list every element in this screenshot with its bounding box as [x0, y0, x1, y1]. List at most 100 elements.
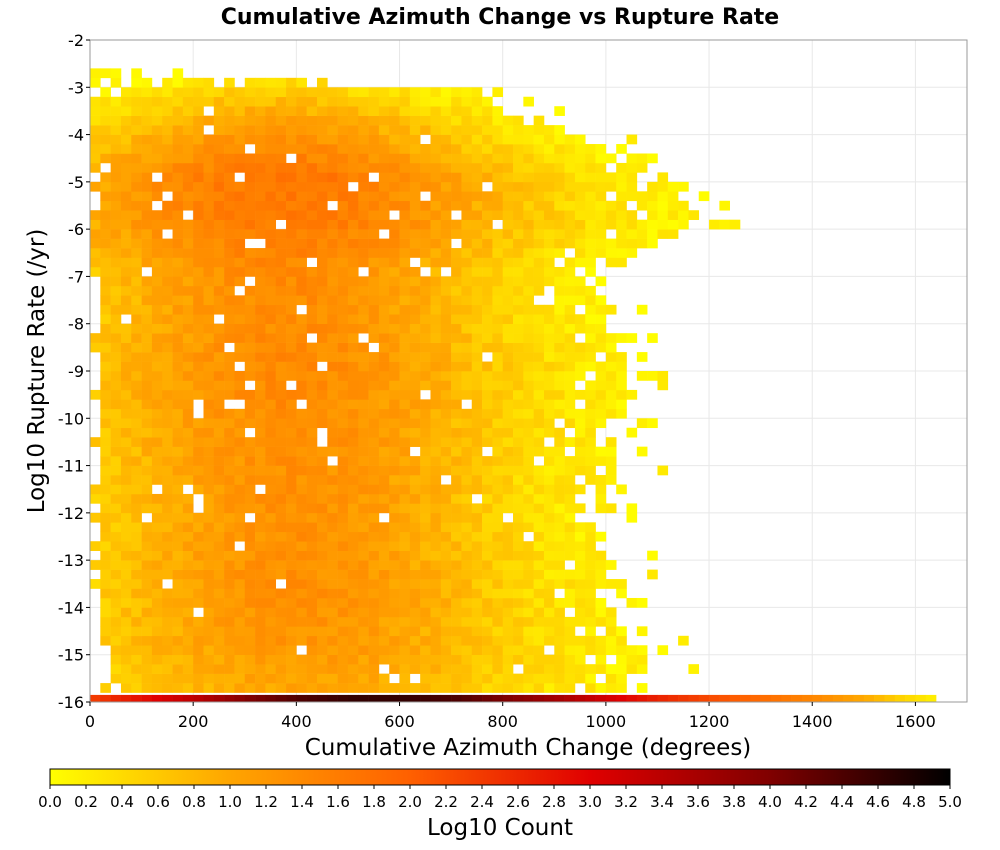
heatmap-cell	[440, 153, 452, 164]
heatmap-cell	[162, 569, 173, 580]
heatmap-cell	[193, 333, 204, 343]
heatmap-cell	[131, 512, 142, 523]
heatmap-cell	[378, 484, 390, 495]
heatmap-cell	[255, 191, 266, 202]
heatmap-cell	[182, 418, 194, 429]
heatmap-cell	[574, 134, 586, 145]
heatmap-cell	[440, 456, 452, 466]
heatmap-cell	[399, 484, 411, 495]
heatmap-cell	[389, 683, 400, 693]
heatmap-cell	[461, 588, 473, 599]
heatmap-cell	[564, 144, 576, 154]
heatmap-cell	[162, 210, 173, 220]
heatmap-cell	[110, 645, 122, 656]
heatmap-cell	[255, 314, 266, 325]
heatmap-cell	[255, 512, 266, 523]
heatmap-cell	[203, 569, 215, 580]
heatmap-cell	[399, 579, 411, 589]
heatmap-cell	[265, 153, 277, 164]
heatmap-cell	[409, 418, 421, 429]
heatmap-cell	[358, 229, 369, 239]
heatmap-cell	[492, 333, 504, 343]
heatmap-cell	[605, 465, 617, 476]
heatmap-cell	[286, 579, 297, 589]
heatmap-cell	[389, 361, 400, 372]
heatmap-cell	[131, 399, 142, 410]
heatmap-cell	[564, 399, 576, 410]
colorbar-tick-label: 1.0	[218, 793, 242, 811]
heatmap-cell	[151, 503, 163, 514]
heatmap-cell	[131, 616, 142, 627]
heatmap-cell	[523, 645, 534, 656]
heatmap-cell	[595, 162, 607, 173]
heatmap-cell	[172, 181, 184, 192]
heatmap-cell	[100, 408, 111, 419]
heatmap-cell	[502, 588, 514, 599]
bottom-band-cell	[843, 694, 854, 702]
heatmap-cell	[347, 115, 359, 126]
heatmap-cell	[244, 96, 256, 107]
heatmap-cell	[502, 522, 514, 533]
heatmap-cell	[162, 96, 173, 107]
y-tick-label: -7	[68, 267, 84, 286]
heatmap-cell	[378, 219, 390, 230]
heatmap-cell	[585, 683, 596, 693]
heatmap-cell	[368, 352, 380, 362]
heatmap-cell	[420, 342, 431, 353]
heatmap-cell	[657, 172, 669, 183]
heatmap-cell	[255, 153, 266, 164]
heatmap-cell	[389, 427, 400, 438]
heatmap-cell	[471, 200, 483, 211]
heatmap-cell	[224, 200, 235, 211]
heatmap-cell	[564, 181, 576, 192]
heatmap-cell	[564, 134, 576, 145]
heatmap-cell	[399, 607, 411, 618]
heatmap-cell	[316, 484, 328, 495]
heatmap-cell	[100, 437, 111, 447]
heatmap-cell	[193, 456, 204, 466]
heatmap-cell	[100, 522, 111, 533]
heatmap-cell	[616, 683, 627, 693]
heatmap-cell	[605, 635, 617, 646]
bottom-band-cell	[626, 694, 638, 702]
heatmap-cell	[110, 257, 122, 268]
heatmap-cell	[100, 607, 111, 618]
bottom-band-cell	[162, 694, 173, 702]
heatmap-cell	[110, 512, 122, 523]
heatmap-cell	[451, 645, 462, 656]
heatmap-cell	[337, 399, 349, 410]
heatmap-cell	[347, 323, 359, 334]
heatmap-cell	[523, 673, 534, 684]
heatmap-cell	[616, 645, 627, 656]
heatmap-cell	[482, 285, 493, 296]
heatmap-cell	[595, 683, 607, 693]
heatmap-cell	[141, 683, 153, 693]
heatmap-cell	[100, 427, 111, 438]
heatmap-cell	[399, 285, 411, 296]
heatmap-cell	[244, 579, 256, 589]
heatmap-cell	[120, 106, 132, 116]
heatmap-cell	[574, 446, 586, 457]
heatmap-cell	[172, 512, 184, 523]
heatmap-cell	[502, 342, 514, 353]
heatmap-cell	[451, 465, 462, 476]
heatmap-cell	[110, 96, 122, 107]
heatmap-cell	[275, 493, 287, 504]
heatmap-cell	[100, 380, 111, 391]
heatmap-cell	[296, 266, 307, 277]
heatmap-cell	[595, 389, 607, 400]
heatmap-cell	[471, 238, 483, 249]
heatmap-cell	[162, 361, 173, 372]
heatmap-cell	[172, 323, 184, 334]
heatmap-cell	[585, 200, 596, 211]
heatmap-cell	[585, 456, 596, 466]
heatmap-cell	[213, 475, 225, 485]
heatmap-cell	[482, 503, 493, 514]
heatmap-cell	[492, 541, 504, 551]
heatmap-cell	[296, 427, 307, 438]
bottom-band-cell	[905, 694, 916, 702]
heatmap-cell	[523, 134, 534, 145]
heatmap-cell	[347, 333, 359, 343]
heatmap-cell	[141, 550, 153, 561]
heatmap-cell	[502, 465, 514, 476]
